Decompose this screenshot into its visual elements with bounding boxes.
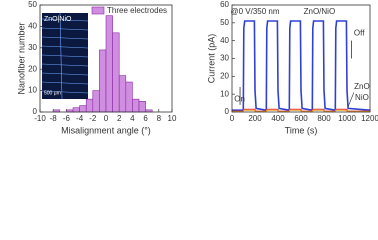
bar xyxy=(99,49,107,113)
x-tick-label: 400 xyxy=(271,114,285,123)
x-tick-label: -2 xyxy=(89,114,97,123)
bar xyxy=(118,75,127,113)
y-tick-label: 20 xyxy=(220,71,229,80)
x-tick-label: 4 xyxy=(130,114,135,123)
y-tick-label: 0 xyxy=(33,107,38,116)
inset-fiber xyxy=(41,18,89,22)
plot-frame xyxy=(39,4,173,113)
inset-fiber xyxy=(41,54,89,58)
x-tick-label: 10 xyxy=(168,114,177,123)
x-tick-label: 800 xyxy=(317,114,331,123)
legend-label: Three electrodes xyxy=(107,6,167,15)
bar xyxy=(105,15,113,113)
inset-label: ZnO|NiO xyxy=(44,16,72,23)
pointer xyxy=(347,92,355,107)
legend-swatch xyxy=(91,6,105,15)
figure: -10 -8 -6 -4 -2 0 2 4 6 8 1001020304050Misalignmen… xyxy=(16,0,378,135)
y-tick-label: 60 xyxy=(220,0,229,9)
inset-fiber xyxy=(41,63,89,67)
x-tick-label: 8 xyxy=(157,114,162,123)
annotation: @0 V/350 nm xyxy=(230,7,279,16)
series-label: ZnO xyxy=(354,82,370,91)
y-axis-label: Current (pA) xyxy=(206,34,216,84)
x-tick-label: 2 xyxy=(117,114,122,123)
x-tick-label: 0 xyxy=(104,114,109,123)
bar xyxy=(92,90,100,113)
x-tick-label: 1000 xyxy=(338,114,356,123)
plot-frame xyxy=(231,4,371,113)
x-tick-label: -8 xyxy=(50,114,58,123)
y-tick-label: 20 xyxy=(28,64,37,73)
y-tick-label: 10 xyxy=(28,86,37,95)
bar xyxy=(112,32,120,113)
inset-fiber xyxy=(59,12,63,100)
line xyxy=(232,20,371,112)
x-tick-label: 1200 xyxy=(361,114,378,123)
bar xyxy=(125,81,133,113)
bar xyxy=(85,98,94,113)
y-tick-label: 10 xyxy=(220,89,229,98)
x-axis-label: Misalignment angle (°) xyxy=(61,125,151,135)
y-tick-label: 0 xyxy=(225,107,230,116)
x-tick-label: -10 xyxy=(34,114,46,123)
x-tick-label: -4 xyxy=(76,114,84,123)
inset-fiber xyxy=(41,45,89,49)
bar xyxy=(132,98,140,113)
y-tick-label: 40 xyxy=(220,36,229,45)
series-label: NiO xyxy=(355,93,369,102)
inset-fiber xyxy=(41,72,89,76)
x-tick-label: 0 xyxy=(230,114,235,123)
y-tick-label: 50 xyxy=(220,18,229,27)
inset-scale: 500 μm xyxy=(44,90,61,96)
annotation: On xyxy=(234,95,245,104)
y-tick-label: 30 xyxy=(28,43,37,52)
bar xyxy=(79,105,87,113)
inset-fiber xyxy=(41,81,89,85)
line xyxy=(232,109,370,113)
x-tick-label: 600 xyxy=(294,114,308,123)
inset-fiber xyxy=(41,27,89,31)
y-tick-label: 40 xyxy=(28,22,37,31)
x-tick-label: 200 xyxy=(248,114,262,123)
bar xyxy=(138,101,146,113)
y-axis-label: Nanofiber number xyxy=(16,22,26,94)
annotation: Off xyxy=(354,29,365,38)
inset-fiber xyxy=(41,90,89,94)
bar xyxy=(72,107,80,113)
inset-fiber xyxy=(41,36,89,40)
y-tick-label: 50 xyxy=(28,0,37,9)
x-tick-label: 6 xyxy=(143,114,148,123)
series-label: ZnO/NiO xyxy=(304,7,336,16)
y-tick-label: 30 xyxy=(220,54,229,63)
x-tick-label: -6 xyxy=(63,114,71,123)
x-axis-label: Time (s) xyxy=(285,125,318,135)
